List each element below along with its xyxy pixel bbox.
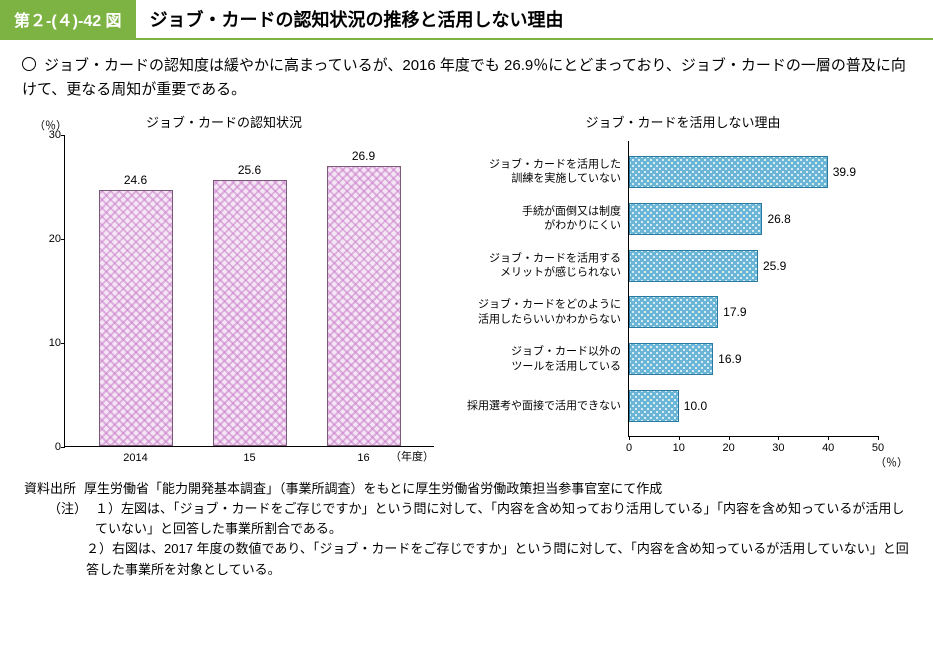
y-tick-label: 20 (41, 233, 61, 245)
note1-row: （注） １）左図は、「ジョブ・カードをご存じですか」という問に対して、「内容を含… (24, 499, 909, 539)
note2-row: ２）右図は、2017 年度の数値であり、「ジョブ・カードをご存じですか」という問… (24, 539, 909, 579)
hbar: 16.9 (629, 343, 713, 375)
awareness-bar-chart: ジョブ・カードの認知状況 （％） （年度） 010203024.6201425.… (14, 112, 434, 465)
hbar: 10.0 (629, 390, 679, 422)
hbar-x-tick-mark (729, 436, 730, 440)
vbar-area: （％） （年度） 010203024.6201425.61526.916 (44, 135, 434, 465)
vbar: 26.9 (327, 166, 401, 446)
note2-text: ２）右図は、2017 年度の数値であり、「ジョブ・カードをご存じですか」という問… (86, 539, 909, 579)
bullet-circle-icon (22, 57, 36, 71)
hbar-value: 16.9 (718, 352, 741, 366)
vbar: 25.6 (213, 180, 287, 446)
lead-text: ジョブ・カードの認知度は緩やかに高まっているが、2016 年度でも 26.9％に… (22, 57, 906, 98)
hbar-value: 17.9 (723, 305, 746, 319)
hbar-x-tick-label: 0 (626, 442, 632, 454)
vbar-value: 25.6 (238, 163, 261, 177)
hbar-x-tick-mark (629, 436, 630, 440)
source-label: 資料出所 (24, 479, 84, 499)
hbar-label: ジョブ・カードを活用した訓練を実施していない (459, 158, 629, 187)
x-tick-label: 16 (357, 452, 369, 464)
hbar-area: （％） 0102030405039.9ジョブ・カードを活用した訓練を実施していな… (458, 135, 908, 465)
hbar-label: ジョブ・カードをどのように活用したらいいかわからない (459, 298, 629, 327)
hbar-x-tick-label: 20 (722, 442, 734, 454)
hbar-value: 25.9 (763, 259, 786, 273)
hbar: 25.9 (629, 250, 758, 282)
reasons-hbar-chart: ジョブ・カードを活用しない理由 （％） 0102030405039.9ジョブ・カ… (458, 112, 908, 465)
hbar-x-tick-label: 30 (772, 442, 784, 454)
figure-title: ジョブ・カードの認知状況の推移と活用しない理由 (136, 0, 578, 38)
right-chart-title: ジョブ・カードを活用しない理由 (458, 112, 908, 131)
hbar: 17.9 (629, 296, 718, 328)
hbar-label: 採用選考や面接で活用できない (459, 399, 629, 413)
charts-row: ジョブ・カードの認知状況 （％） （年度） 010203024.6201425.… (0, 112, 933, 465)
vbar-value: 24.6 (124, 173, 147, 187)
hbar-value: 26.8 (767, 212, 790, 226)
vbar: 24.6 (99, 190, 173, 446)
y-tick-mark (61, 447, 65, 448)
hbar-x-tick-label: 50 (872, 442, 884, 454)
x-tick-label: 15 (243, 452, 255, 464)
hbar-x-tick-mark (828, 436, 829, 440)
hbar-label: ジョブ・カードを活用するメリットが感じられない (459, 251, 629, 280)
hbar-x-tick-label: 40 (822, 442, 834, 454)
x-axis-unit: （年度） (390, 448, 434, 464)
y-tick-label: 30 (41, 129, 61, 141)
y-tick-mark (61, 135, 65, 136)
vbar-value: 26.9 (352, 149, 375, 163)
hbar-x-tick-label: 10 (673, 442, 685, 454)
footnotes: 資料出所 厚生労働省「能力開発基本調査」（事業所調査）をもとに厚生労働省労働政策… (0, 465, 933, 580)
hbar-x-unit: （％） (875, 454, 908, 470)
y-tick-label: 10 (41, 337, 61, 349)
hbar-label: ジョブ・カード以外のツールを活用している (459, 345, 629, 374)
note2-indent (24, 539, 86, 579)
hbar-x-tick-mark (679, 436, 680, 440)
y-tick-mark (61, 343, 65, 344)
vbar-plot: （年度） 010203024.6201425.61526.916 (64, 135, 434, 447)
source-row: 資料出所 厚生労働省「能力開発基本調査」（事業所調査）をもとに厚生労働省労働政策… (24, 479, 909, 499)
hbar-x-tick-mark (778, 436, 779, 440)
x-tick-label: 2014 (123, 452, 147, 464)
figure-number-tag: 第２-(４)-42 図 (0, 0, 136, 38)
hbar: 26.8 (629, 203, 762, 235)
hbar-value: 39.9 (833, 165, 856, 179)
hbar-plot: （％） 0102030405039.9ジョブ・カードを活用した訓練を実施していな… (628, 141, 878, 437)
hbar-x-tick-mark (878, 436, 879, 440)
hbar-value: 10.0 (684, 399, 707, 413)
figure-title-bar: 第２-(４)-42 図 ジョブ・カードの認知状況の推移と活用しない理由 (0, 0, 933, 40)
left-chart-title: ジョブ・カードの認知状況 (14, 112, 434, 131)
note1-text: １）左図は、「ジョブ・カードをご存じですか」という問に対して、「内容を含め知って… (95, 499, 909, 539)
lead-paragraph: ジョブ・カードの認知度は緩やかに高まっているが、2016 年度でも 26.9％に… (0, 40, 933, 112)
y-tick-mark (61, 239, 65, 240)
y-tick-label: 0 (41, 441, 61, 453)
hbar: 39.9 (629, 156, 828, 188)
hbar-label: 手続が面倒又は制度がわかりにくい (459, 204, 629, 233)
note-label: （注） (24, 499, 95, 539)
source-text: 厚生労働省「能力開発基本調査」（事業所調査）をもとに厚生労働省労働政策担当参事官… (84, 479, 662, 499)
